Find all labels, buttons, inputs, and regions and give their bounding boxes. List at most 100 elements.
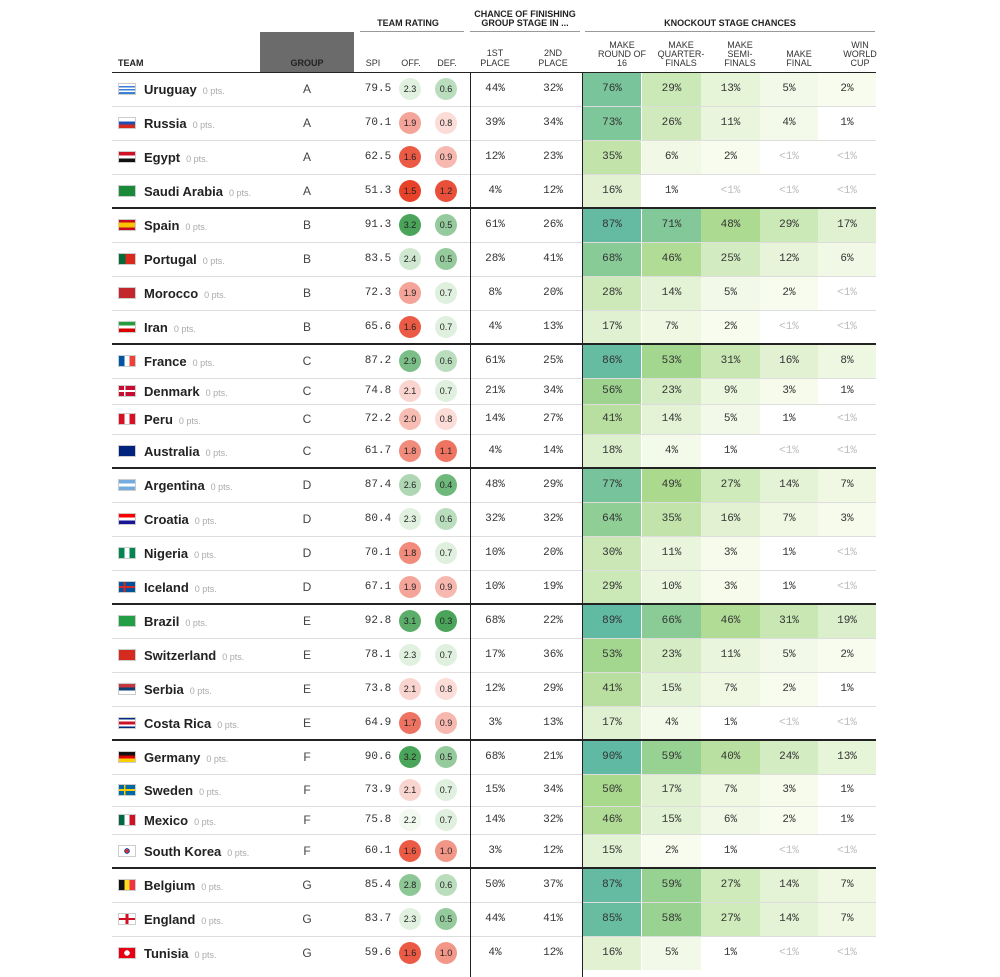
team-name: Tunisia	[144, 945, 189, 961]
table-row[interactable]: England 0 pts. G 83.7 2.3 0.5 44% 41% 85% 58% 27% 1…	[112, 902, 876, 936]
group-column-header[interactable]: GROUP	[290, 58, 324, 68]
table-row[interactable]: Sweden 0 pts. F 73.9 2.1 0.7 15% 34% 50% 17% 7% 3% 1…	[112, 774, 876, 806]
final-header-line1[interactable]: MAKE	[786, 49, 812, 59]
team-cell[interactable]: Saudi Arabia 0 pts.	[118, 174, 268, 208]
table-row[interactable]: South Korea 0 pts. F 60.1 1.6 1.0 3% 12% 15% 2% 1%…	[112, 834, 876, 868]
table-row[interactable]: Nigeria 0 pts. D 70.1 1.8 0.7 10% 20% 30% 11% 3% 1%…	[112, 536, 876, 570]
team-cell[interactable]: Sweden 0 pts.	[118, 774, 268, 806]
wc-header-line2[interactable]: WORLD	[843, 49, 877, 59]
wc-chance-cell: 1%	[818, 774, 876, 806]
team-cell[interactable]: Nigeria 0 pts.	[118, 536, 268, 570]
sf-header-line2[interactable]: SEMI-	[727, 49, 753, 59]
team-cell[interactable]: Mexico 0 pts.	[118, 806, 268, 834]
table-row[interactable]: Uruguay 0 pts. A 79.5 2.3 0.6 44% 32% 76% 29% 13% 5…	[112, 72, 876, 106]
table-row[interactable]: Croatia 0 pts. D 80.4 2.3 0.6 32% 32% 64% 35% 16% 7…	[112, 502, 876, 536]
final-header-line2[interactable]: FINAL	[786, 58, 812, 68]
team-cell[interactable]: Brazil 0 pts.	[118, 604, 268, 638]
qf-header-line1[interactable]: MAKE	[668, 40, 694, 50]
team-cell[interactable]: Croatia 0 pts.	[118, 502, 268, 536]
sf-chance-cell: 5%	[701, 404, 760, 434]
table-row[interactable]: Costa Rica 0 pts. E 64.9 1.7 0.9 3% 13% 17% 4% 1% <…	[112, 706, 876, 740]
team-cell[interactable]: Costa Rica 0 pts.	[118, 706, 268, 740]
table-row[interactable]: Mexico 0 pts. F 75.8 2.2 0.7 14% 32% 46% 15% 6% 2% 1…	[112, 806, 876, 834]
spi-column-header[interactable]: SPI	[365, 58, 381, 68]
table-row[interactable]: Germany 0 pts. F 90.6 3.2 0.5 68% 21% 90% 59% 40% 2…	[112, 740, 876, 774]
table-row[interactable]: Switzerland 0 pts. E 78.1 2.3 0.7 17% 36% 53% 23%…	[112, 638, 876, 672]
team-points: 0 pts.	[205, 447, 228, 458]
def-column-header[interactable]: DEF.	[437, 58, 457, 68]
team-cell[interactable]: Belgium 0 pts.	[118, 868, 268, 902]
table-row[interactable]: Serbia 0 pts. E 73.8 2.1 0.8 12% 29% 41% 15% 7% 2% 1…	[112, 672, 876, 706]
team-cell[interactable]: Uruguay 0 pts.	[118, 72, 268, 106]
table-row[interactable]: Egypt 0 pts. A 62.5 1.6 0.9 12% 23% 35% 6% 2% <1% <1…	[112, 140, 876, 174]
f-chance-cell: <1%	[760, 140, 818, 174]
table-row[interactable]: Iran 0 pts. B 65.6 1.6 0.7 4% 13% 17% 7% 2% <1% <1%	[112, 310, 876, 344]
table-row[interactable]: Belgium 0 pts. G 85.4 2.8 0.6 50% 37% 87% 59% 27% 1…	[112, 868, 876, 902]
sf-header-line3[interactable]: FINALS	[724, 58, 756, 68]
second-place-header-line1[interactable]: 2ND	[543, 48, 562, 58]
table-row[interactable]: Iceland 0 pts. D 67.1 1.9 0.9 10% 19% 29% 10% 3% 1%…	[112, 570, 876, 604]
team-cell[interactable]: Peru 0 pts.	[118, 404, 268, 434]
table-row[interactable]: Brazil 0 pts. E 92.8 3.1 0.3 68% 22% 89% 66% 46% 31…	[112, 604, 876, 638]
sf-chance-cell: 1%	[701, 706, 760, 740]
f-chance-cell: 5%	[760, 638, 818, 672]
team-cell[interactable]: Morocco 0 pts.	[118, 276, 268, 310]
team-points: 0 pts.	[173, 323, 196, 334]
wc-header-line1[interactable]: WIN	[851, 40, 869, 50]
sf-chance-cell: 27%	[701, 902, 760, 936]
team-cell[interactable]: Germany 0 pts.	[118, 740, 268, 774]
second-place-cell: 22%	[543, 615, 563, 627]
team-cell[interactable]: Switzerland 0 pts.	[118, 638, 268, 672]
table-row[interactable]: Morocco 0 pts. B 72.3 1.9 0.7 8% 20% 28% 14% 5% 2% <…	[112, 276, 876, 310]
team-cell[interactable]: Serbia 0 pts.	[118, 672, 268, 706]
group-column-header-box[interactable]: GROUP	[260, 32, 354, 72]
wc-header-line3[interactable]: CUP	[850, 58, 870, 68]
pe-flag-icon	[118, 413, 136, 425]
wc-chance-cell: 1%	[818, 106, 876, 140]
table-row[interactable]: Peru 0 pts. C 72.2 2.0 0.8 14% 27% 41% 14% 5% 1% <1%	[112, 404, 876, 434]
off-column-header[interactable]: OFF.	[401, 58, 421, 68]
team-points: 0 pts.	[227, 847, 250, 858]
table-row[interactable]: Portugal 0 pts. B 83.5 2.4 0.5 28% 41% 68% 46% 25%…	[112, 242, 876, 276]
team-cell[interactable]: Iran 0 pts.	[118, 310, 268, 344]
team-cell[interactable]: Portugal 0 pts.	[118, 242, 268, 276]
second-place-cell: 20%	[543, 547, 563, 559]
team-cell[interactable]: South Korea 0 pts.	[118, 834, 268, 868]
second-place-header-line2[interactable]: PLACE	[538, 58, 568, 68]
def-rating-circle: 0.7	[435, 644, 457, 666]
team-cell[interactable]: Egypt 0 pts.	[118, 140, 268, 174]
qf-header-line2[interactable]: QUARTER-	[657, 49, 705, 59]
qf-chance-cell: 2%	[642, 834, 701, 868]
r16-header-line1[interactable]: MAKE	[609, 40, 635, 50]
team-cell[interactable]: Argentina 0 pts.	[118, 468, 268, 502]
table-row[interactable]: France 0 pts. C 87.2 2.9 0.6 61% 25% 86% 53% 31% 16…	[112, 344, 876, 378]
table-row[interactable]: Saudi Arabia 0 pts. A 51.3 1.5 1.2 4% 12% 16% 1% <…	[112, 174, 876, 208]
r16-chance-cell: 18%	[583, 434, 641, 468]
r16-header-line2[interactable]: ROUND OF	[598, 49, 646, 59]
team-cell[interactable]: Russia 0 pts.	[118, 106, 268, 140]
second-place-cell: 34%	[543, 784, 563, 796]
team-column-header[interactable]: TEAM	[118, 58, 144, 68]
table-row[interactable]: Tunisia 0 pts. G 59.6 1.6 1.0 4% 12% 16% 5% 1% <1% <…	[112, 936, 876, 970]
off-rating-circle: 2.3	[399, 78, 421, 100]
team-cell[interactable]: England 0 pts.	[118, 902, 268, 936]
team-cell[interactable]: Denmark 0 pts.	[118, 378, 268, 404]
team-cell[interactable]: Australia 0 pts.	[118, 434, 268, 468]
table-row[interactable]: Russia 0 pts. A 70.1 1.9 0.8 39% 34% 73% 26% 11% 4%…	[112, 106, 876, 140]
r16-header-line3[interactable]: 16	[616, 58, 627, 68]
sf-header-line1[interactable]: MAKE	[727, 40, 753, 50]
table-row[interactable]: Spain 0 pts. B 91.3 3.2 0.5 61% 26% 87% 71% 48% 29%…	[112, 208, 876, 242]
first-place-header-line2[interactable]: PLACE	[480, 58, 510, 68]
team-name: Peru	[144, 411, 173, 427]
team-cell[interactable]: Iceland 0 pts.	[118, 570, 268, 604]
r16-chance-cell: 68%	[583, 242, 641, 276]
team-cell[interactable]: France 0 pts.	[118, 344, 268, 378]
table-row[interactable]: Denmark 0 pts. C 74.8 2.1 0.7 21% 34% 56% 23% 9% 3%…	[112, 378, 876, 404]
table-row[interactable]: Argentina 0 pts. D 87.4 2.6 0.4 48% 29% 77% 49% 27…	[112, 468, 876, 502]
qf-header-line3[interactable]: FINALS	[665, 58, 697, 68]
team-cell[interactable]: Spain 0 pts.	[118, 208, 268, 242]
team-cell[interactable]: Tunisia 0 pts.	[118, 936, 268, 970]
off-rating-cell: 2.3	[396, 502, 424, 536]
table-row[interactable]: Australia 0 pts. C 61.7 1.8 1.1 4% 14% 18% 4% 1% <1…	[112, 434, 876, 468]
first-place-header-line1[interactable]: 1ST	[486, 48, 504, 58]
